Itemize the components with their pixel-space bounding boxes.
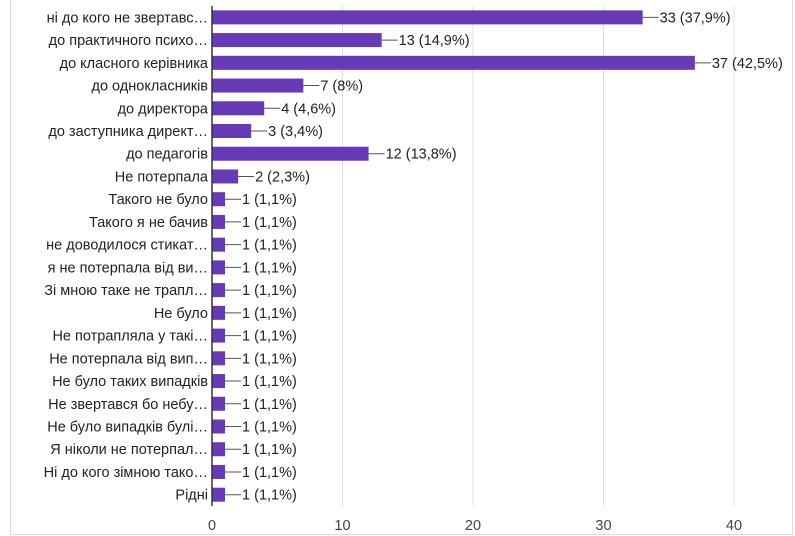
value-label: 1 (1,1%) xyxy=(242,283,297,299)
chart-frame xyxy=(10,0,793,535)
bar xyxy=(212,487,226,502)
gridlines xyxy=(342,6,735,507)
value-label: 12 (13,8%) xyxy=(386,147,457,163)
x-tick-label: 30 xyxy=(595,518,611,534)
x-tick-label: 40 xyxy=(726,518,742,534)
bar xyxy=(212,214,226,229)
value-label: 1 (1,1%) xyxy=(242,306,297,322)
value-label: 1 (1,1%) xyxy=(242,374,297,390)
x-tick-labels: 0 10 20 30 40 xyxy=(208,518,742,534)
value-label: 3 (3,4%) xyxy=(268,124,323,140)
bar xyxy=(212,464,226,479)
category-labels: ні до кого не звертавс… до практичного пс… xyxy=(44,10,209,503)
value-label: 1 (1,1%) xyxy=(242,260,297,276)
category-label: Не було випадків булі… xyxy=(47,420,208,436)
category-label: до практичного психо… xyxy=(49,33,208,49)
value-label: 13 (14,9%) xyxy=(399,33,470,49)
x-tick-label: 0 xyxy=(208,518,216,534)
category-label: до заступника директ… xyxy=(48,124,208,140)
x-tick-label: 10 xyxy=(334,518,350,534)
value-label: 1 (1,1%) xyxy=(242,488,297,504)
bar xyxy=(212,192,226,207)
label-connectors xyxy=(225,16,711,496)
category-label: Рідні xyxy=(175,488,208,504)
bar xyxy=(212,419,226,434)
category-label: Я ніколи не потерпал… xyxy=(50,442,208,458)
bar xyxy=(212,124,252,139)
value-label: 1 (1,1%) xyxy=(242,351,297,367)
category-label: Ні до кого зімною тако… xyxy=(44,465,208,481)
category-label: Не було xyxy=(154,306,208,322)
category-label: Не потерпала від вип… xyxy=(49,351,208,367)
category-label: до однокласників xyxy=(92,79,209,95)
category-label: до директора xyxy=(118,101,209,117)
value-label: 1 (1,1%) xyxy=(242,215,297,231)
value-label: 37 (42,5%) xyxy=(712,56,783,72)
category-label: Такого не було xyxy=(108,192,208,208)
value-label: 1 (1,1%) xyxy=(242,397,297,413)
value-label: 33 (37,9%) xyxy=(660,10,731,26)
category-label: до класного керівника xyxy=(60,56,209,72)
value-label: 1 (1,1%) xyxy=(242,238,297,254)
category-label: Не потерпала xyxy=(115,169,209,185)
bar xyxy=(212,260,226,275)
value-label: 1 (1,1%) xyxy=(242,329,297,345)
bar xyxy=(212,396,226,411)
bar xyxy=(212,305,226,320)
bars xyxy=(212,10,695,502)
category-label: Такого я не бачив xyxy=(89,215,208,231)
value-label: 1 (1,1%) xyxy=(242,420,297,436)
bar xyxy=(212,351,226,366)
bar xyxy=(212,442,226,457)
value-label: 1 (1,1%) xyxy=(242,465,297,481)
category-label: Зі мною таке не трапл… xyxy=(44,283,208,299)
bar xyxy=(212,283,226,298)
category-label: Не потрапляла у такі… xyxy=(52,329,208,345)
bar xyxy=(212,33,382,48)
category-label: до педагогів xyxy=(126,147,208,163)
bar xyxy=(212,237,226,252)
bar xyxy=(212,146,369,161)
category-label: Не звертався бо небу… xyxy=(48,397,208,413)
value-label: 1 (1,1%) xyxy=(242,442,297,458)
x-tick-label: 20 xyxy=(465,518,481,534)
value-label: 7 (8%) xyxy=(320,79,363,95)
category-label: не доводилося стикат… xyxy=(46,238,208,254)
category-label: я не потерпала від ви… xyxy=(48,260,208,276)
bar xyxy=(212,78,304,93)
bar xyxy=(212,10,643,25)
bar xyxy=(212,374,226,389)
category-label: ні до кого не звертавс… xyxy=(47,10,208,26)
bar xyxy=(212,101,265,116)
bar xyxy=(212,55,695,70)
value-label: 2 (2,3%) xyxy=(255,169,310,185)
value-labels: 33 (37,9%) 13 (14,9%) 37 (42,5%) 7 (8%) 4 (4… xyxy=(242,10,783,503)
bar xyxy=(212,169,239,184)
value-label: 1 (1,1%) xyxy=(242,192,297,208)
value-label: 4 (4,6%) xyxy=(281,101,336,117)
bar xyxy=(212,328,226,343)
category-label: Не було таких випадків xyxy=(52,374,208,390)
